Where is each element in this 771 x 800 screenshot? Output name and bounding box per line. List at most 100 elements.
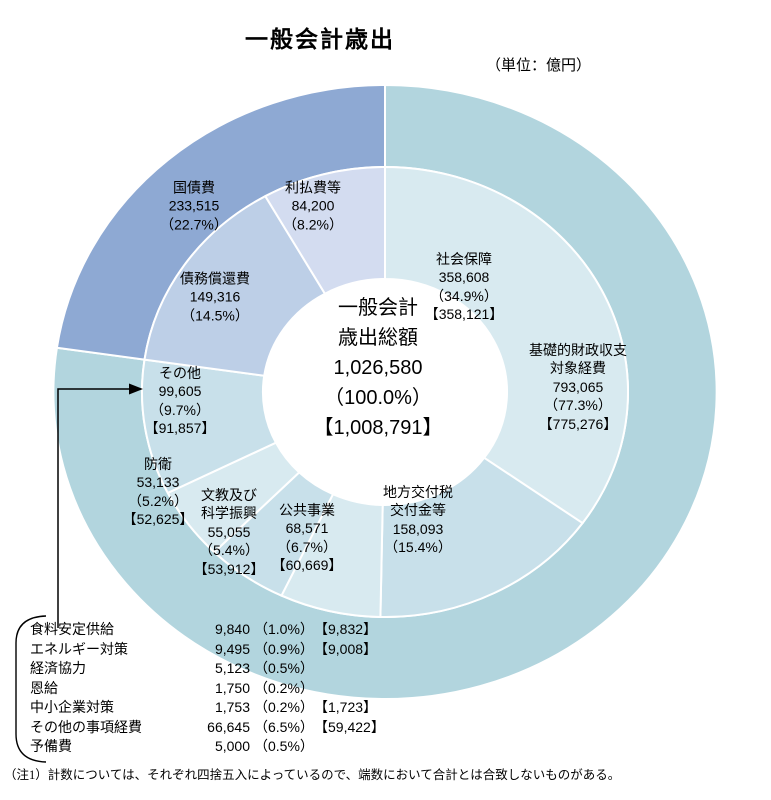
segment-percent: （77.3%） — [544, 397, 612, 414]
breakdown-revised: 【59,422】 — [314, 718, 385, 735]
chart-center-total: 一般会計 歳出総額 1,026,580 （100.0%） 【1,008,791】 — [314, 293, 443, 443]
breakdown-label: その他の事項経費 — [30, 718, 142, 735]
segment-revised: 【60,669】 — [271, 557, 343, 574]
breakdown-percent: （0.2%） — [254, 679, 314, 696]
segment-label: 防衛 — [143, 456, 172, 473]
other-connector-line — [57, 388, 130, 628]
segment-value: 68,571 — [285, 520, 329, 537]
segment-percent: （5.4%） — [199, 542, 259, 559]
total-percent: （100.0%） — [324, 387, 432, 409]
label-kiso: 基礎的財政収支 対象経費 793,065 （77.3%） 【775,276】 — [529, 341, 627, 433]
other-connector-arrowhead — [129, 383, 143, 395]
breakdown-percent: （0.2%） — [254, 699, 314, 715]
breakdown-row: 経済協力 5,123 （0.5%） — [30, 659, 385, 679]
inner-segment-chihokofuzei — [379, 456, 584, 619]
total-revised: 【1,008,791】 — [313, 417, 443, 439]
breakdown-percent: （1.0%） — [254, 621, 314, 637]
segment-percent: （9.7%） — [150, 402, 210, 418]
label-kokusaihi: 国債費 233,515 （22.7%） — [160, 178, 228, 233]
segment-value: 55,055 — [207, 523, 251, 540]
segment-value: 53,133 — [136, 474, 180, 491]
breakdown-label: 恩給 — [30, 679, 58, 696]
label-kokyojigyo: 公共事業 68,571 （6.7%） 【60,669】 — [272, 501, 343, 575]
breakdown-revised — [314, 737, 385, 757]
other-breakdown-list: 食料安定供給 9,840 （1.0%） 【9,832】 エネルギー対策 9,49… — [30, 620, 385, 757]
breakdown-label: エネルギー対策 — [30, 640, 128, 657]
annotation-layer — [15, 383, 143, 763]
breakdown-revised: 【9,832】 — [314, 621, 378, 637]
breakdown-revised — [314, 679, 385, 699]
segment-value: 158,093 — [392, 521, 444, 537]
breakdown-percent: （0.9%） — [254, 640, 314, 657]
segment-revised: 【91,857】 — [144, 420, 216, 437]
label-boei: 防衛 53,133 （5.2%） 【52,625】 — [123, 455, 194, 529]
segment-value: 358,608 — [438, 269, 490, 286]
segment-label-line1: 地方交付税 — [383, 484, 453, 501]
segment-percent: （34.9%） — [430, 288, 498, 304]
segment-revised: 【358,121】 — [424, 306, 504, 323]
inner-segment-shakaihosho — [384, 165, 630, 525]
inner-segment-saimushokan — [143, 194, 327, 377]
label-shakaihosho: 社会保障 358,608 （34.9%） 【358,121】 — [425, 250, 504, 324]
label-saimushokan: 債務償還費 149,316 （14.5%） — [180, 269, 250, 324]
unit-label: （単位：億円） — [486, 57, 592, 74]
segment-value: 793,065 — [552, 378, 604, 395]
breakdown-revised — [314, 659, 385, 679]
breakdown-value: 5,000 — [214, 738, 250, 754]
total-name-line2: 歳出総額 — [337, 327, 418, 349]
segment-percent: （5.2%） — [128, 493, 188, 509]
breakdown-value: 9,495 — [214, 640, 250, 657]
breakdown-label: 食料安定供給 — [30, 621, 114, 637]
breakdown-percent: （0.5%） — [254, 660, 314, 676]
chart-title: 一般会計歳出 — [245, 26, 395, 52]
label-bunkyokagaku: 文教及び 科学振興 55,055 （5.4%） 【53,912】 — [194, 486, 265, 578]
segment-label-line2: 科学振興 — [200, 505, 257, 522]
segment-percent: （6.7%） — [277, 539, 337, 555]
segment-percent: （22.7%） — [160, 216, 228, 233]
segment-label-line1: 基礎的財政収支 — [529, 341, 627, 358]
breakdown-row: 恩給 1,750 （0.2%） — [30, 679, 385, 699]
segment-label-line2: 交付金等 — [390, 502, 446, 519]
breakdown-brace — [15, 615, 47, 763]
segment-label: 社会保障 — [435, 251, 492, 268]
breakdown-row: その他の事項経費 66,645 （6.5%） 【59,422】 — [30, 718, 385, 738]
segment-value: 99,605 — [158, 383, 202, 400]
breakdown-value: 1,753 — [214, 699, 250, 715]
breakdown-value: 66,645 — [207, 718, 250, 735]
segment-label: 国債費 — [172, 179, 215, 196]
segment-label-line2: 対象経費 — [550, 360, 606, 377]
segment-percent: （8.2%） — [283, 216, 343, 233]
breakdown-row: 予備費 5,000 （0.5%） — [30, 737, 385, 757]
segment-percent: （15.4%） — [384, 539, 452, 556]
breakdown-percent: （0.5%） — [254, 738, 314, 754]
segment-revised: 【775,276】 — [538, 415, 618, 432]
segment-label: 利払費等 — [284, 179, 341, 196]
breakdown-label: 経済協力 — [30, 660, 86, 676]
segment-revised: 【52,625】 — [122, 511, 194, 528]
segment-label: その他 — [158, 365, 201, 382]
segment-percent: （14.5%） — [181, 307, 249, 324]
breakdown-row: 食料安定供給 9,840 （1.0%） 【9,832】 — [30, 620, 385, 640]
breakdown-row: 中小企業対策 1,753 （0.2%） 【1,723】 — [30, 698, 385, 718]
segment-label: 債務償還費 — [180, 270, 250, 287]
segment-revised: 【53,912】 — [193, 560, 265, 577]
segment-label: 公共事業 — [278, 502, 335, 519]
breakdown-revised: 【1,723】 — [314, 699, 378, 715]
total-value: 1,026,580 — [333, 357, 423, 379]
segment-value: 149,316 — [189, 288, 241, 305]
footnote: （注1）計数については、それぞれ四捨五入によっているので、端数において合計とは合… — [4, 768, 621, 782]
segment-value: 233,515 — [168, 197, 220, 214]
breakdown-label: 中小企業対策 — [30, 699, 114, 715]
breakdown-revised: 【9,008】 — [314, 640, 378, 657]
breakdown-row: エネルギー対策 9,495 （0.9%） 【9,008】 — [30, 640, 385, 660]
breakdown-label: 予備費 — [30, 738, 72, 754]
breakdown-value: 1,750 — [214, 679, 250, 696]
label-riharaihito: 利払費等 84,200 （8.2%） — [283, 178, 343, 233]
total-name-line1: 一般会計 — [337, 297, 418, 319]
inner-segment-riharaihito — [263, 165, 386, 296]
breakdown-percent: （6.5%） — [254, 718, 314, 735]
segment-label-line1: 文教及び — [200, 486, 257, 503]
label-chihokofuzei: 地方交付税 交付金等 158,093 （15.4%） — [383, 483, 453, 557]
